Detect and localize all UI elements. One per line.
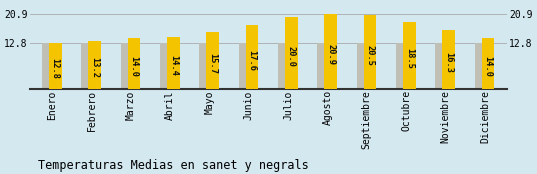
Text: 12.8: 12.8 bbox=[50, 58, 60, 79]
Bar bbox=[436, 43, 442, 89]
Bar bbox=[199, 43, 206, 89]
Text: 13.2: 13.2 bbox=[90, 57, 99, 78]
Bar bbox=[160, 43, 167, 89]
Text: 16.3: 16.3 bbox=[444, 52, 453, 73]
Bar bbox=[128, 38, 140, 89]
Bar bbox=[442, 30, 455, 89]
Bar bbox=[206, 32, 219, 89]
Bar bbox=[324, 14, 337, 89]
Bar bbox=[120, 43, 128, 89]
Bar bbox=[357, 43, 364, 89]
Bar bbox=[81, 43, 88, 89]
Text: 20.5: 20.5 bbox=[366, 45, 374, 66]
Bar bbox=[246, 25, 258, 89]
Bar bbox=[396, 43, 403, 89]
Bar bbox=[49, 43, 62, 89]
Bar bbox=[278, 43, 285, 89]
Text: 18.5: 18.5 bbox=[405, 48, 414, 69]
Text: 20.0: 20.0 bbox=[287, 46, 296, 67]
Bar bbox=[88, 41, 101, 89]
Bar bbox=[42, 43, 49, 89]
Bar bbox=[317, 43, 324, 89]
Bar bbox=[167, 37, 179, 89]
Text: 20.9: 20.9 bbox=[326, 44, 335, 65]
Bar bbox=[403, 22, 416, 89]
Text: 14.0: 14.0 bbox=[129, 56, 139, 77]
Bar bbox=[475, 43, 482, 89]
Bar bbox=[364, 15, 376, 89]
Text: 15.7: 15.7 bbox=[208, 53, 217, 74]
Text: Temperaturas Medias en sanet y negrals: Temperaturas Medias en sanet y negrals bbox=[38, 159, 308, 172]
Text: 14.4: 14.4 bbox=[169, 55, 178, 76]
Text: 17.6: 17.6 bbox=[248, 50, 257, 71]
Bar bbox=[238, 43, 246, 89]
Bar bbox=[482, 38, 495, 89]
Text: 14.0: 14.0 bbox=[483, 56, 492, 77]
Bar bbox=[285, 17, 297, 89]
